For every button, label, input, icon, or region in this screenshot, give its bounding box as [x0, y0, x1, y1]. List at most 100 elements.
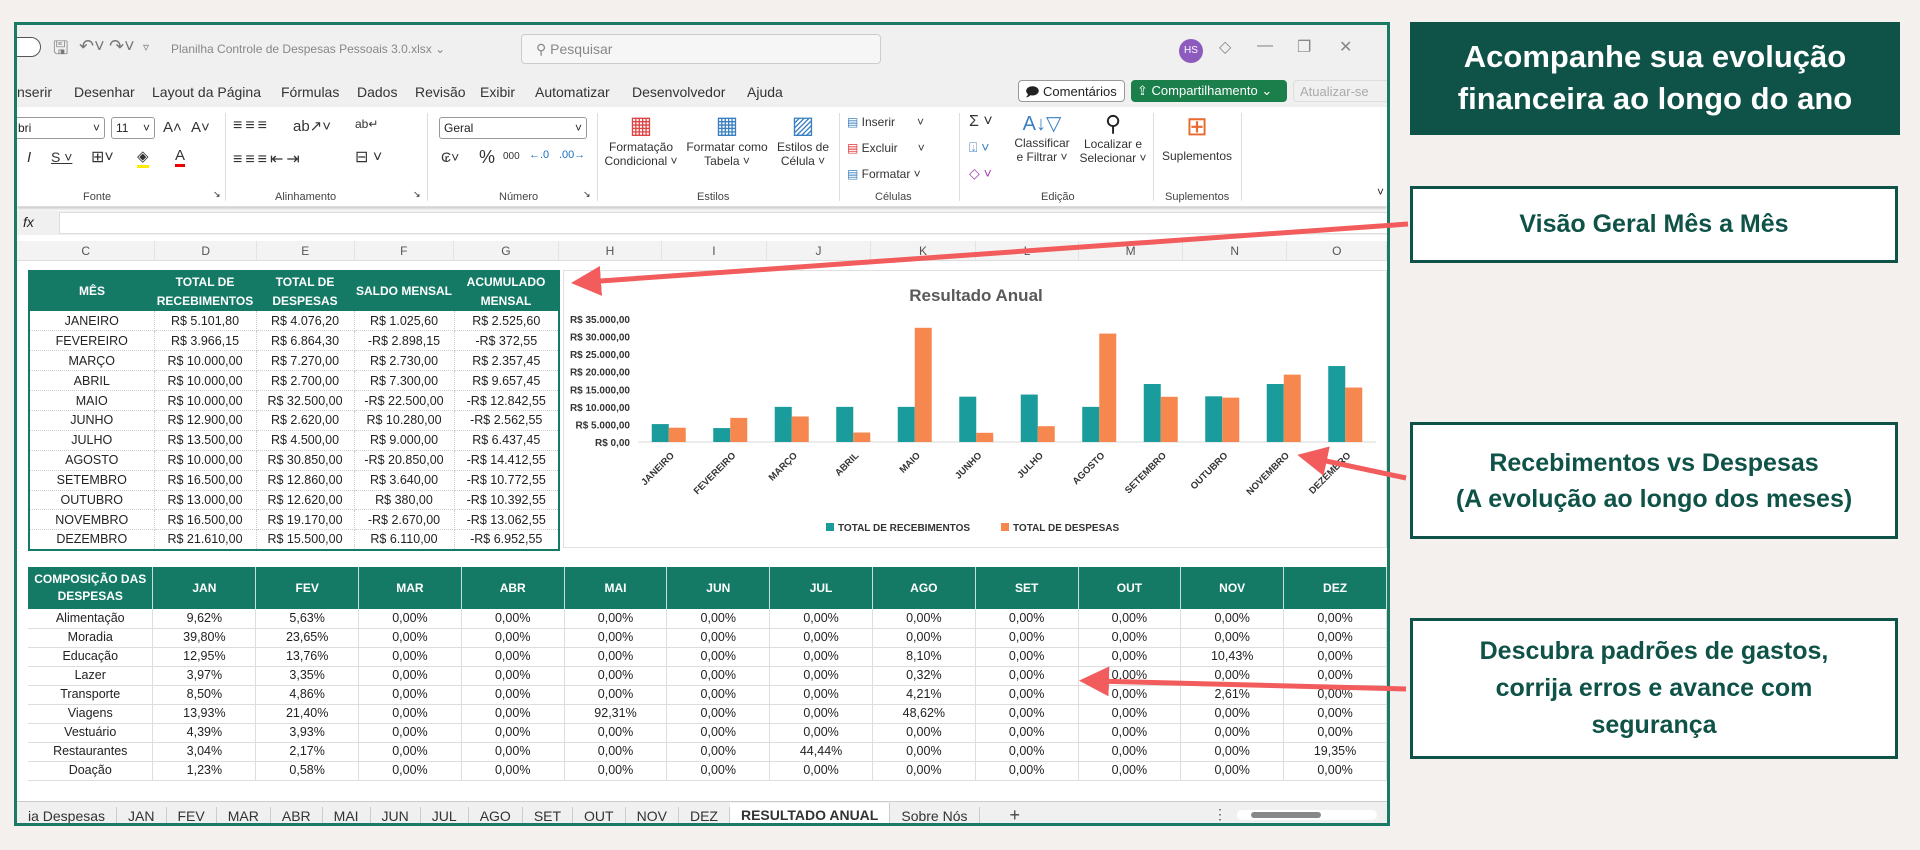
percent-cell[interactable]: 0,00%	[358, 685, 462, 705]
percent-cell[interactable]: 0,00%	[666, 628, 771, 648]
category-cell[interactable]: Alimentação	[28, 609, 154, 629]
value-cell[interactable]: R$ 13.000,00	[154, 490, 257, 511]
percent-cell[interactable]: 0,00%	[872, 723, 976, 743]
bar-recebimentos[interactable]	[897, 406, 915, 442]
menu-formulas[interactable]: Fórmulas	[281, 84, 340, 100]
bar-despesas[interactable]	[791, 416, 809, 442]
month-cell[interactable]: JULHO	[29, 430, 155, 451]
menu-automatizar[interactable]: Automatizar	[535, 84, 610, 100]
fill-color-icon[interactable]: ◈	[137, 147, 149, 168]
percent-cell[interactable]: 0,00%	[461, 647, 565, 667]
sheet-tab[interactable]: ia Despesas	[17, 806, 118, 823]
percent-cell[interactable]: 0,00%	[461, 609, 565, 629]
value-cell[interactable]: R$ 6.437,45	[454, 430, 560, 451]
menu-ajuda[interactable]: Ajuda	[747, 84, 783, 100]
percent-cell[interactable]: 0,00%	[564, 685, 668, 705]
delete-cells-button[interactable]: ▤ Excluir ˅	[847, 141, 925, 155]
value-cell[interactable]: -R$ 10.392,55	[454, 490, 560, 511]
value-cell[interactable]: R$ 7.270,00	[256, 350, 355, 372]
percent-cell[interactable]: 0,00%	[666, 609, 771, 629]
percent-cell[interactable]: 8,50%	[152, 685, 257, 705]
clear-icon[interactable]: ◇ ˅	[969, 165, 992, 181]
vertical-align-icons[interactable]: ≡≡≡	[233, 117, 271, 134]
underline-icon[interactable]: S ˅	[51, 149, 73, 165]
value-cell[interactable]: R$ 15.500,00	[256, 529, 355, 551]
format-as-table-button[interactable]: ▦ Formatar como Tabela ˅	[683, 111, 771, 168]
percent-cell[interactable]: 0,00%	[1180, 742, 1285, 762]
sheet-tab[interactable]: MAR	[217, 806, 271, 823]
value-cell[interactable]: R$ 6.110,00	[354, 529, 455, 551]
column-header[interactable]: G	[454, 241, 559, 260]
value-cell[interactable]: R$ 1.025,60	[354, 311, 455, 332]
grow-font-icon[interactable]: A˄	[163, 119, 182, 136]
menu-layout[interactable]: Layout da Página	[152, 84, 261, 100]
category-cell[interactable]: Vestuário	[28, 723, 154, 743]
percent-cell[interactable]: 0,00%	[564, 609, 668, 629]
dialog-launcher-icon[interactable]: ↘	[213, 189, 221, 199]
percent-cell[interactable]: 0,00%	[564, 628, 668, 648]
cell-styles-button[interactable]: ▨ Estilos de Célula ˅	[773, 111, 833, 168]
percent-cell[interactable]: 0,00%	[1283, 609, 1387, 629]
value-cell[interactable]: R$ 21.610,00	[154, 529, 257, 551]
dialog-launcher-icon[interactable]: ↘	[583, 189, 591, 199]
value-cell[interactable]: R$ 2.700,00	[256, 370, 355, 392]
percent-cell[interactable]: 23,65%	[255, 628, 360, 648]
collapse-ribbon-icon[interactable]: ˅	[1377, 185, 1385, 199]
percent-cell[interactable]: 0,00%	[1078, 704, 1182, 724]
value-cell[interactable]: R$ 16.500,00	[154, 509, 257, 531]
menu-desenvolvedor[interactable]: Desenvolvedor	[632, 84, 726, 100]
percent-cell[interactable]: 0,00%	[666, 704, 771, 724]
percent-cell[interactable]: 0,00%	[461, 628, 565, 648]
percent-cell[interactable]: 0,00%	[1180, 723, 1285, 743]
value-cell[interactable]: R$ 12.620,00	[256, 490, 355, 511]
number-format-select[interactable]: Geral ˅	[439, 117, 587, 139]
category-cell[interactable]: Viagens	[28, 704, 154, 724]
value-cell[interactable]: R$ 2.357,45	[454, 350, 560, 372]
more-options-icon[interactable]: ⋮	[1213, 806, 1227, 822]
bar-despesas[interactable]	[730, 417, 748, 442]
scrollbar-thumb[interactable]	[1251, 812, 1321, 818]
value-cell[interactable]: -R$ 13.062,55	[454, 509, 560, 531]
font-name-select[interactable]: bri ˅	[17, 117, 105, 139]
minimize-icon[interactable]: —	[1257, 37, 1273, 54]
sheet-tab[interactable]: FEV	[167, 806, 217, 823]
percent-cell[interactable]: 0,00%	[769, 647, 873, 667]
menu-revisao[interactable]: Revisão	[415, 84, 466, 100]
bar-despesas[interactable]	[1345, 387, 1363, 442]
menu-inserir[interactable]: nserir	[17, 84, 53, 100]
percent-cell[interactable]: 1,23%	[152, 761, 257, 781]
insert-cells-button[interactable]: ▤ Inserir ˅	[847, 115, 924, 129]
sheet-tab[interactable]: NOV	[626, 806, 679, 823]
increase-decimal-icon[interactable]: ←.0	[529, 149, 550, 161]
value-cell[interactable]: -R$ 12.842,55	[454, 390, 560, 411]
percent-cell[interactable]: 0,00%	[666, 742, 771, 762]
value-cell[interactable]: R$ 12.900,00	[154, 410, 257, 431]
category-cell[interactable]: Moradia	[28, 628, 154, 648]
value-cell[interactable]: R$ 13.500,00	[154, 430, 257, 451]
value-cell[interactable]: -R$ 6.952,55	[454, 529, 560, 551]
sheet-tab[interactable]: JAN	[117, 806, 167, 823]
value-cell[interactable]: R$ 2.730,00	[354, 350, 455, 372]
percent-cell[interactable]: 19,35%	[1283, 742, 1387, 762]
percent-cell[interactable]: 92,31%	[564, 704, 668, 724]
menu-desenhar[interactable]: Desenhar	[74, 84, 135, 100]
month-cell[interactable]: JUNHO	[29, 410, 155, 431]
percent-cell[interactable]: 0,00%	[358, 628, 462, 648]
percent-cell[interactable]: 0,00%	[1283, 723, 1387, 743]
percent-cell[interactable]: 0,00%	[564, 647, 668, 667]
percent-cell[interactable]: 21,40%	[255, 704, 360, 724]
fill-icon[interactable]: ⍗ ˅	[969, 139, 990, 155]
percent-cell[interactable]: 13,93%	[152, 704, 257, 724]
percent-cell[interactable]: 0,00%	[1078, 609, 1182, 629]
font-size-select[interactable]: 11 ˅	[111, 117, 155, 139]
percent-cell[interactable]: 0,00%	[1283, 685, 1387, 705]
bar-despesas[interactable]	[1099, 333, 1117, 442]
bar-despesas[interactable]	[1283, 374, 1301, 442]
month-cell[interactable]: AGOSTO	[29, 450, 155, 471]
horizontal-scrollbar[interactable]	[1237, 810, 1377, 820]
percent-cell[interactable]: 0,00%	[872, 742, 976, 762]
value-cell[interactable]: R$ 10.000,00	[154, 350, 257, 372]
sheet-tab[interactable]: OUT	[573, 806, 626, 823]
month-cell[interactable]: MARÇO	[29, 350, 155, 372]
shrink-font-icon[interactable]: A˅	[191, 119, 210, 136]
